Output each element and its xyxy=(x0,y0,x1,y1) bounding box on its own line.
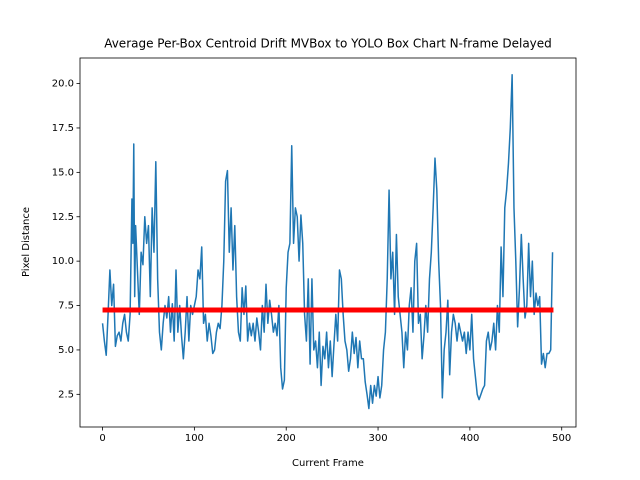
y-axis-label: Pixel Distance xyxy=(21,207,32,277)
y-tick-label: 12.5 xyxy=(52,212,74,223)
x-tick-label: 100 xyxy=(185,433,204,444)
y-tick-label: 15.0 xyxy=(52,167,74,178)
x-tick-label: 500 xyxy=(552,433,571,444)
x-tick-label: 200 xyxy=(277,433,296,444)
y-tick-label: 7.5 xyxy=(58,301,74,312)
x-tick-label: 0 xyxy=(99,433,105,444)
x-tick-label: 400 xyxy=(460,433,479,444)
x-tick-label: 300 xyxy=(369,433,388,444)
y-tick-label: 5.0 xyxy=(58,345,74,356)
data-line xyxy=(101,73,554,410)
y-tick-label: 20.0 xyxy=(52,79,74,90)
y-tick-label: 17.5 xyxy=(52,123,74,134)
x-axis-label: Current Frame xyxy=(292,458,364,469)
chart-title: Average Per-Box Centroid Drift MVBox to … xyxy=(104,37,552,51)
y-tick-label: 10.0 xyxy=(52,256,74,267)
plot-frame xyxy=(79,57,577,428)
y-tick-label: 2.5 xyxy=(58,389,74,400)
